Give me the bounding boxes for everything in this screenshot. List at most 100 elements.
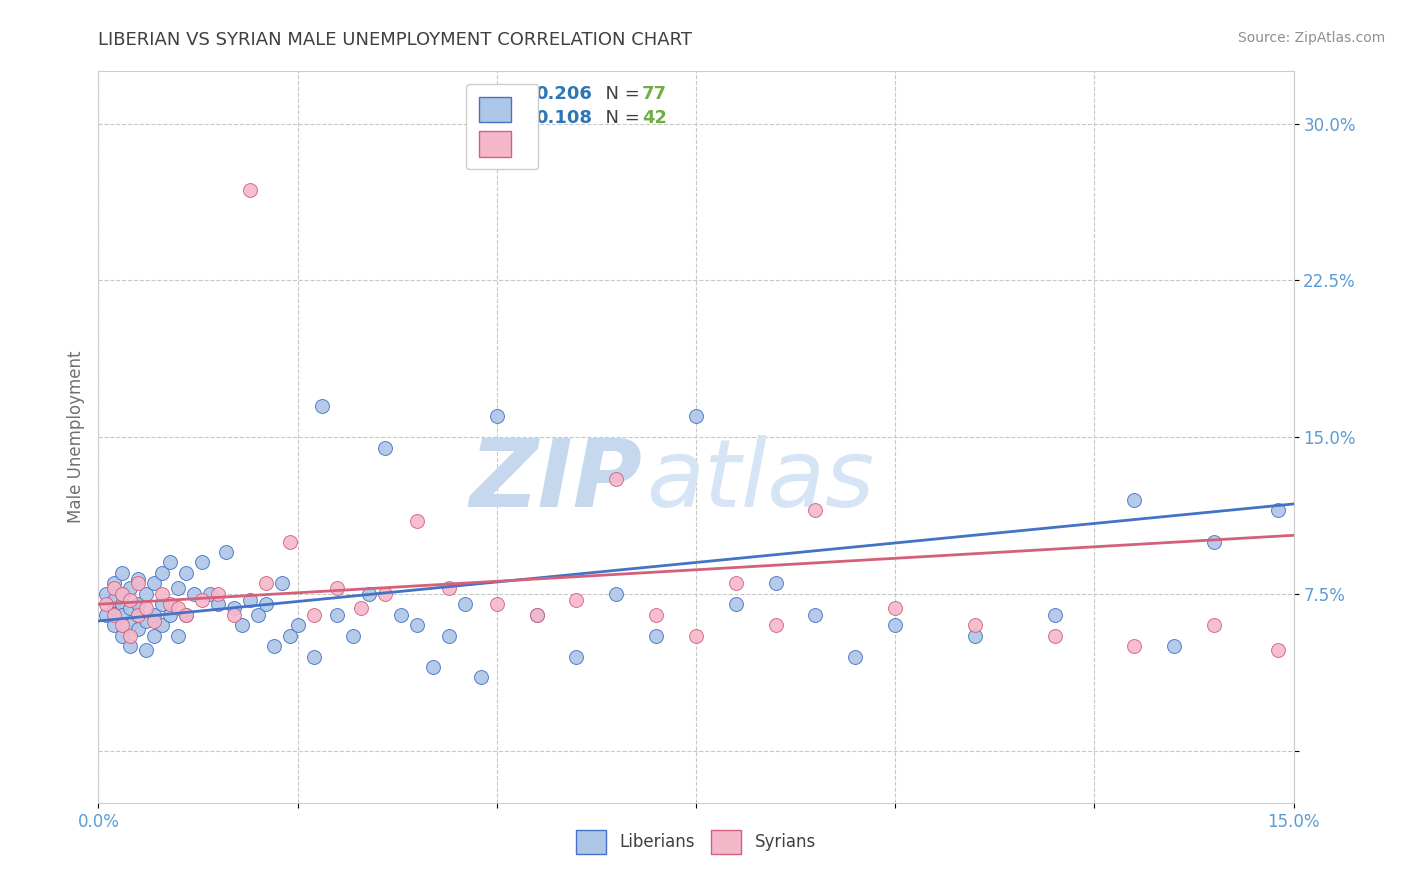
Point <box>111 618 134 632</box>
Point <box>103 581 125 595</box>
Point <box>103 607 125 622</box>
Point <box>127 623 149 637</box>
Point <box>111 597 134 611</box>
Text: 0.206: 0.206 <box>534 85 592 103</box>
Point <box>685 409 707 424</box>
Point <box>111 566 134 580</box>
Point <box>191 593 214 607</box>
Point <box>135 601 157 615</box>
Point <box>1267 643 1289 657</box>
Point <box>1163 639 1185 653</box>
Point <box>127 576 149 591</box>
Point <box>231 618 253 632</box>
Text: 42: 42 <box>643 109 668 127</box>
Point <box>254 597 277 611</box>
Point <box>685 629 707 643</box>
Point <box>215 545 238 559</box>
Point <box>96 587 118 601</box>
Point <box>406 514 429 528</box>
Point <box>150 597 173 611</box>
Point <box>143 576 166 591</box>
Point <box>143 629 166 643</box>
Point <box>207 587 229 601</box>
Point <box>135 643 157 657</box>
Point <box>263 639 285 653</box>
Point <box>174 607 197 622</box>
Point <box>350 601 373 615</box>
Point <box>120 629 142 643</box>
Point <box>120 601 142 615</box>
Point <box>150 618 173 632</box>
Point <box>103 576 125 591</box>
Point <box>963 629 986 643</box>
Text: LIBERIAN VS SYRIAN MALE UNEMPLOYMENT CORRELATION CHART: LIBERIAN VS SYRIAN MALE UNEMPLOYMENT COR… <box>98 31 692 49</box>
Point <box>326 581 349 595</box>
Point <box>1202 618 1225 632</box>
Point <box>111 607 134 622</box>
Text: R =: R = <box>499 109 537 127</box>
Point <box>326 607 349 622</box>
Point <box>565 649 588 664</box>
Point <box>374 587 396 601</box>
Point <box>1202 534 1225 549</box>
Point <box>884 618 907 632</box>
Point <box>605 587 627 601</box>
Point <box>174 607 197 622</box>
Point <box>222 601 245 615</box>
Point <box>565 593 588 607</box>
Point <box>765 576 787 591</box>
Point <box>120 593 142 607</box>
Point <box>485 409 508 424</box>
Point <box>1123 492 1146 507</box>
Point <box>111 587 134 601</box>
Text: N =: N = <box>595 109 645 127</box>
Point <box>645 629 668 643</box>
Point <box>605 472 627 486</box>
Text: Source: ZipAtlas.com: Source: ZipAtlas.com <box>1237 31 1385 45</box>
Point <box>1043 607 1066 622</box>
Point <box>526 607 548 622</box>
Point <box>120 639 142 653</box>
Point <box>135 587 157 601</box>
Point <box>174 566 197 580</box>
Point <box>239 593 262 607</box>
Point <box>359 587 381 601</box>
Point <box>135 614 157 628</box>
Point <box>804 503 827 517</box>
Point <box>96 597 118 611</box>
Point <box>143 607 166 622</box>
Point <box>963 618 986 632</box>
Point <box>103 593 125 607</box>
Y-axis label: Male Unemployment: Male Unemployment <box>66 351 84 524</box>
Text: 77: 77 <box>643 85 668 103</box>
Point <box>278 534 301 549</box>
Point <box>159 556 181 570</box>
Point <box>437 581 460 595</box>
Point <box>246 607 269 622</box>
Point <box>254 576 277 591</box>
Point <box>111 587 134 601</box>
Point <box>111 629 134 643</box>
Point <box>470 670 492 684</box>
Text: R =: R = <box>499 85 537 103</box>
Text: N =: N = <box>595 85 645 103</box>
Point <box>485 597 508 611</box>
Point <box>120 618 142 632</box>
Point <box>191 556 214 570</box>
Point <box>127 607 149 622</box>
Point <box>311 399 333 413</box>
Point <box>270 576 292 591</box>
Point <box>437 629 460 643</box>
Point <box>302 607 325 622</box>
Point <box>167 581 190 595</box>
Text: 0.108: 0.108 <box>534 109 592 127</box>
Point <box>1123 639 1146 653</box>
Text: atlas: atlas <box>645 435 875 526</box>
Point <box>342 629 364 643</box>
Point <box>96 607 118 622</box>
Point <box>150 566 173 580</box>
Point <box>239 184 262 198</box>
Legend: Liberians, Syrians: Liberians, Syrians <box>569 823 823 860</box>
Point <box>207 597 229 611</box>
Point <box>804 607 827 622</box>
